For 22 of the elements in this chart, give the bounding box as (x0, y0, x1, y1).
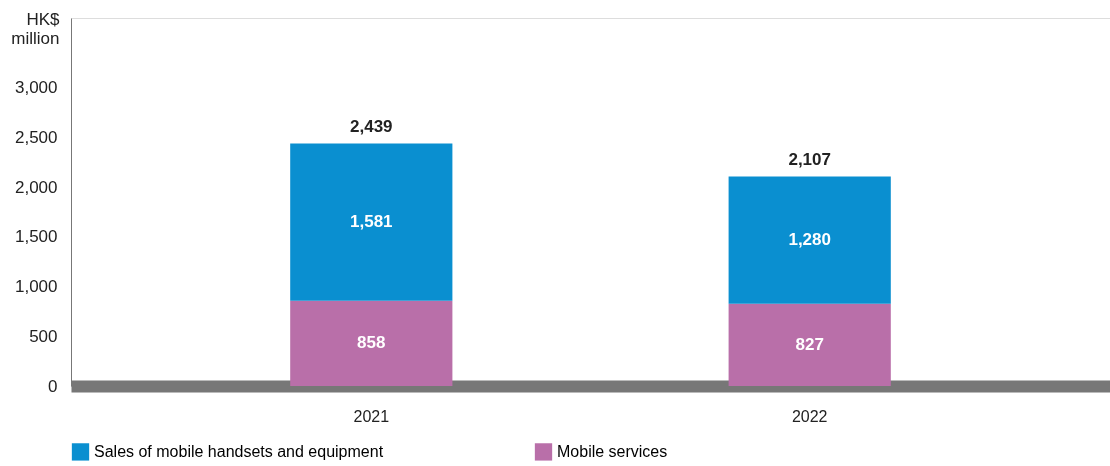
x-tick-label: 2022 (791, 407, 828, 425)
total-label: 2,107 (788, 150, 831, 170)
legend-label: Sales of mobile handsets and equipment (94, 442, 384, 460)
y-tick-label: 500 (29, 326, 58, 346)
x-tick-label: 2021 (353, 407, 390, 425)
y-axis-title: HK$ million (11, 9, 61, 48)
data-label: 827 (795, 334, 824, 354)
bar (728, 303, 891, 386)
data-label: 1,581 (350, 212, 393, 232)
data-label: 1,280 (788, 230, 831, 250)
total-label: 2,439 (350, 117, 393, 137)
y-tick-label: 2,000 (14, 177, 58, 197)
y-tick-label: 3,000 (14, 78, 58, 98)
legend-label: Mobile services (557, 442, 668, 460)
y-tick-label: 2,500 (14, 127, 58, 147)
bar (290, 143, 453, 301)
bar (290, 300, 453, 386)
data-label: 858 (357, 333, 386, 353)
y-tick-label: 0 (48, 376, 58, 396)
bar (728, 176, 891, 304)
y-tick-label: 1,500 (14, 227, 58, 247)
y-tick-label: 1,000 (14, 277, 58, 297)
